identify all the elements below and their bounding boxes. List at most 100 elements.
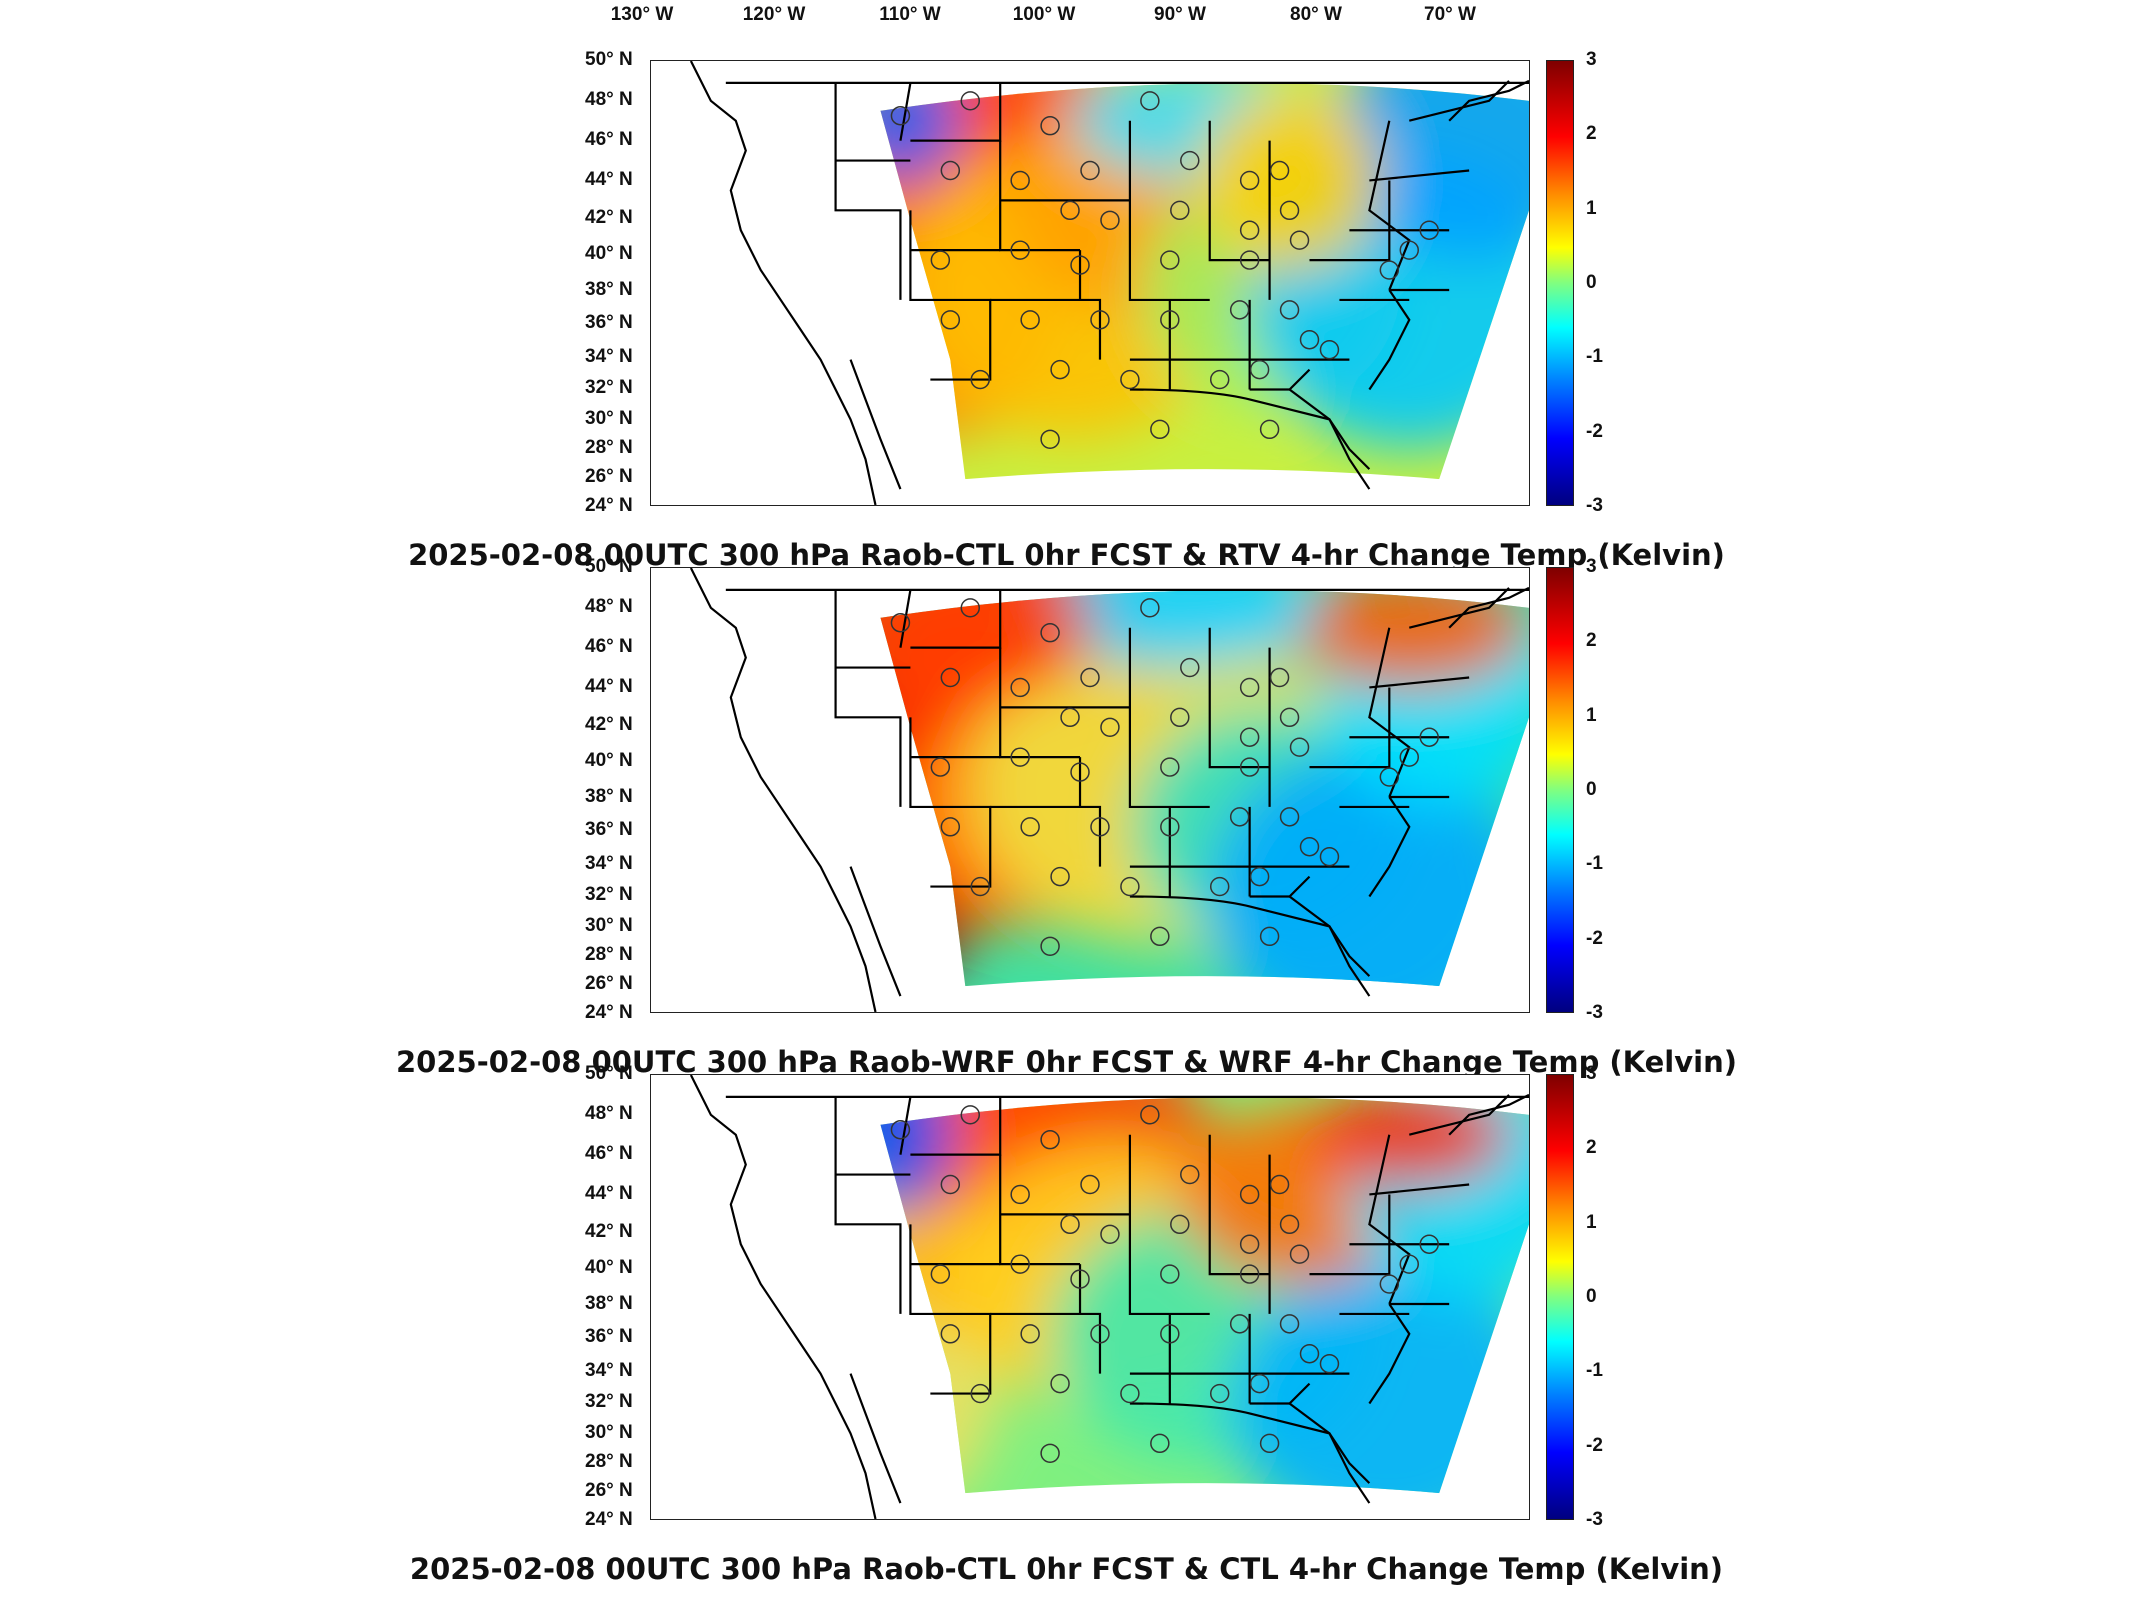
colorbar-tick-label: -1 (1586, 346, 1603, 368)
colorbar-tick-label: 2 (1586, 630, 1597, 652)
raob-station-marker (1170, 707, 1190, 728)
raob-station-marker (1040, 623, 1060, 643)
temperature-map (689, 1075, 1529, 1519)
raob-station-marker (1010, 1254, 1030, 1274)
raob-station-marker (1379, 767, 1400, 787)
latitude-label: 24° N (585, 1509, 633, 1530)
raob-station-marker (1160, 817, 1180, 837)
temperature-map (689, 61, 1529, 505)
state-boundaries (689, 568, 1529, 1012)
raob-station-marker (1060, 707, 1080, 728)
raob-station-marker (960, 91, 981, 111)
raob-station-marker (1140, 598, 1160, 618)
raob-station-marker (1289, 737, 1310, 757)
raob-station-marker (1419, 727, 1439, 747)
raob-station-marker (1249, 359, 1270, 380)
latitude-label: 36° N (585, 1326, 633, 1348)
latitude-label: 38° N (585, 278, 633, 300)
colorbar-tick-label: -2 (1586, 420, 1603, 442)
longitude-label: 120° W (742, 4, 806, 25)
raob-station-marker (1279, 1214, 1300, 1235)
raob-station-marker (970, 1383, 990, 1404)
raob-station-marker (1419, 1234, 1439, 1254)
latitude-label: 30° N (585, 408, 633, 430)
colorbar-tick-label: -1 (1586, 1360, 1603, 1382)
temperature-change-field (880, 590, 1529, 987)
raob-station-marker (1070, 762, 1090, 782)
panel-title: 2025-02-08 00UTC 300 hPa Raob-CTL 0hr FC… (409, 1552, 1724, 1586)
raob-station-marker (1100, 210, 1120, 230)
latitude-label: 28° N (585, 437, 633, 459)
latitude-label: 34° N (585, 1359, 633, 1381)
raob-station-marker (1229, 300, 1250, 320)
raob-station-marker (1419, 220, 1439, 240)
raob-station-marker (940, 817, 961, 837)
latitude-label: 38° N (585, 785, 633, 807)
longitude-label: 70° W (1424, 4, 1476, 25)
raob-station-marker (1020, 817, 1040, 837)
latitude-label: 36° N (585, 312, 633, 334)
raob-station-marker (1399, 747, 1420, 767)
latitude-label: 42° N (585, 714, 633, 736)
raob-station-marker (1319, 339, 1340, 360)
raob-station-marker (1379, 1274, 1400, 1294)
latitude-label: 34° N (585, 852, 633, 874)
raob-station-marker (1259, 926, 1280, 947)
latitude-label: 24° N (585, 1002, 633, 1023)
raob-station-marker (1010, 677, 1030, 698)
latitude-label: 36° N (585, 819, 633, 841)
longitude-label: 100° W (1012, 4, 1076, 25)
raob-station-marker (1239, 250, 1260, 270)
latitude-label: 26° N (585, 466, 633, 487)
raob-station-marker (1299, 1344, 1320, 1364)
latitude-label: 40° N (585, 1257, 633, 1278)
raob-station-marker (1299, 330, 1320, 350)
latitude-label: 32° N (585, 1390, 633, 1412)
latitude-label: 28° N (585, 944, 633, 966)
raob-station-marker (1050, 866, 1070, 887)
latitude-label: 26° N (585, 973, 633, 994)
latitude-label: 44° N (585, 1183, 633, 1205)
raob-station-marker (1229, 1314, 1250, 1334)
latitude-label: 34° N (585, 345, 633, 367)
colorbar-tick-label: -1 (1586, 853, 1603, 875)
colorbar (1546, 1074, 1574, 1520)
raob-station-marker (1090, 817, 1110, 837)
latitude-label: 46° N (585, 129, 633, 151)
raob-station-marker (1160, 310, 1180, 330)
colorbar-tick-label: 1 (1586, 1211, 1597, 1233)
raob-station-marker (1080, 1174, 1100, 1195)
latitude-label: 38° N (585, 1292, 633, 1314)
raob-station-marker (1050, 1373, 1070, 1394)
colorbar-tick-label: 2 (1586, 123, 1597, 145)
latitude-label: 26° N (585, 1480, 633, 1501)
raob-station-marker (890, 106, 911, 126)
raob-station-marker (1239, 727, 1260, 747)
raob-station-marker (1090, 1324, 1110, 1344)
temperature-change-field (880, 1097, 1529, 1494)
latitude-label: 50° N (585, 1063, 633, 1084)
colorbar-tick-label: -2 (1586, 1434, 1603, 1456)
raob-station-marker (1070, 1269, 1090, 1289)
raob-station-marker (1120, 1383, 1140, 1404)
raob-station-marker (1120, 369, 1140, 390)
latitude-label: 42° N (585, 207, 633, 229)
colorbar (1546, 567, 1574, 1013)
raob-station-marker (1040, 936, 1060, 957)
raob-station-marker (1150, 926, 1170, 947)
raob-station-marker (1269, 1174, 1290, 1195)
panel-title: 2025-02-08 00UTC 300 hPa Raob-WRF 0hr FC… (395, 1045, 1737, 1079)
raob-station-marker (1180, 657, 1200, 678)
raob-station-marker (1249, 1373, 1270, 1394)
latitude-label: 48° N (585, 596, 633, 618)
panel-title: 2025-02-08 00UTC 300 hPa Raob-CTL 0hr FC… (408, 538, 1725, 572)
raob-station-marker (1239, 1184, 1260, 1205)
raob-station-marker (890, 1120, 911, 1140)
raob-station-marker (1160, 1324, 1180, 1344)
raob-station-marker (1010, 240, 1030, 260)
latitude-label: 32° N (585, 376, 633, 398)
latitude-label: 28° N (585, 1451, 633, 1473)
latitude-label: 46° N (585, 636, 633, 658)
raob-station-marker (1010, 1184, 1030, 1205)
raob-station-marker (930, 1264, 951, 1284)
